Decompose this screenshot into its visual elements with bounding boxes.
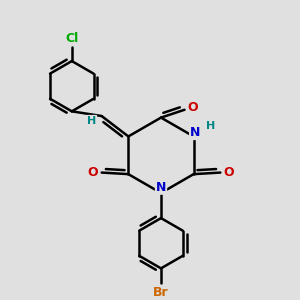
Text: O: O (187, 101, 198, 114)
Text: N: N (156, 181, 166, 194)
Text: Br: Br (153, 286, 169, 299)
Text: Cl: Cl (65, 32, 78, 45)
Text: H: H (87, 116, 96, 126)
Text: O: O (88, 166, 98, 179)
Text: H: H (206, 122, 215, 131)
Text: N: N (190, 126, 200, 139)
Text: O: O (224, 166, 234, 179)
